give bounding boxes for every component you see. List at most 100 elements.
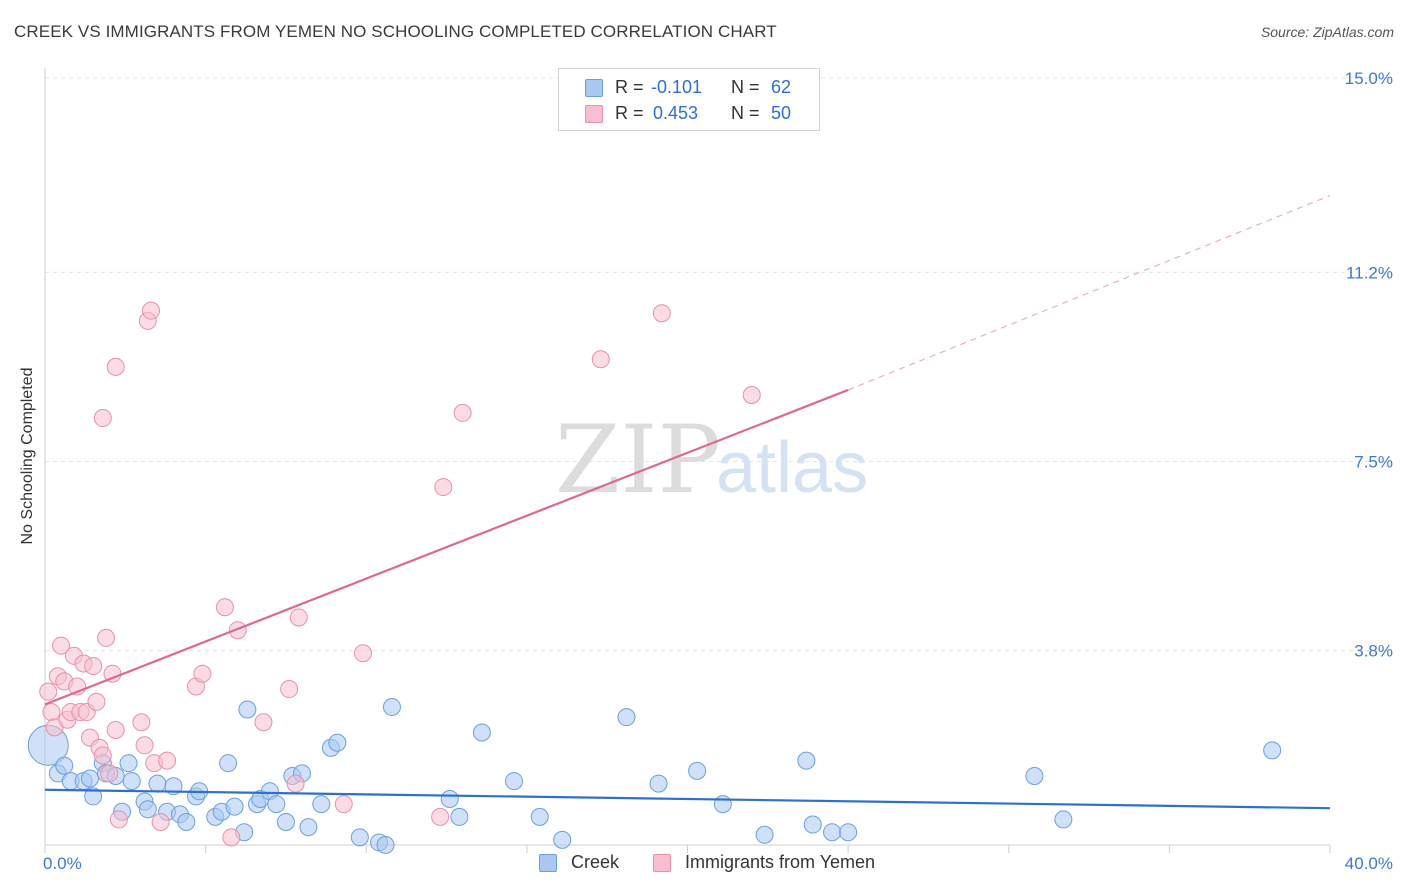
data-point	[148, 774, 167, 793]
data-point	[84, 787, 103, 806]
data-point	[219, 754, 238, 773]
data-point	[713, 795, 732, 814]
data-point	[52, 636, 71, 655]
data-point	[652, 304, 671, 323]
y-tick-label: 11.2%	[1346, 263, 1393, 282]
data-point	[109, 810, 128, 829]
data-point	[222, 828, 241, 847]
data-point	[1025, 766, 1044, 785]
data-point	[132, 713, 151, 732]
data-point	[312, 795, 331, 814]
data-point	[742, 386, 761, 405]
data-point	[823, 823, 842, 842]
data-point	[299, 818, 318, 837]
y-tick-label: 15.0%	[1345, 69, 1393, 88]
data-point	[617, 708, 636, 727]
legend-r-label: R =	[615, 77, 644, 97]
trend-lines	[44, 195, 1331, 810]
data-point	[797, 751, 816, 770]
data-point	[80, 769, 99, 788]
trend-line-creek	[44, 788, 1331, 810]
tick-labels: 3.8% 7.5% 11.2% 15.0% 0.0% 40.0%	[43, 69, 1393, 873]
data-point	[440, 789, 459, 808]
data-point	[177, 812, 196, 831]
data-point	[450, 807, 469, 826]
data-point	[238, 700, 257, 719]
series-yemen	[39, 301, 761, 847]
data-point	[215, 598, 234, 617]
data-point	[334, 795, 353, 814]
data-point	[280, 680, 299, 699]
data-point	[39, 682, 58, 701]
data-point	[755, 825, 774, 844]
watermark-atlas: atlas	[716, 428, 868, 508]
data-point	[87, 692, 106, 711]
data-point	[376, 836, 395, 854]
source-label: Source: ZipAtlas.com	[1260, 24, 1394, 40]
legend-n-label: N =	[731, 103, 760, 123]
trend-line-yemen	[44, 388, 849, 706]
legend-swatch-creek	[539, 854, 557, 872]
trend-line-extension-yemen	[847, 195, 1331, 391]
data-point	[193, 664, 212, 683]
data-point	[135, 736, 154, 755]
data-point	[1054, 810, 1073, 829]
data-point	[42, 703, 61, 722]
correlation-legend: R = -0.101 N = 62 R = 0.453 N = 50	[558, 68, 820, 131]
data-point	[138, 800, 157, 819]
data-point	[431, 807, 450, 826]
data-point	[55, 756, 74, 775]
data-point	[254, 713, 273, 732]
legend-r-label: R =	[615, 103, 644, 123]
data-point	[382, 697, 401, 716]
data-point	[267, 795, 286, 814]
data-point	[151, 812, 170, 831]
data-point	[453, 403, 472, 422]
data-point	[119, 754, 138, 773]
data-point	[158, 751, 177, 770]
data-point	[354, 644, 373, 663]
legend-n-label: N =	[731, 77, 760, 97]
y-tick-label: 3.8%	[1354, 642, 1393, 661]
legend-n-value: 50	[771, 103, 792, 123]
chart-title: CREEK VS IMMIGRANTS FROM YEMEN NO SCHOOL…	[14, 22, 777, 41]
watermark: ZIP atlas	[555, 406, 868, 515]
series-creek	[27, 697, 1282, 854]
legend-swatch-yemen	[585, 105, 603, 123]
data-point	[434, 478, 453, 497]
data-point	[289, 608, 308, 627]
legend-label-creek: Creek	[571, 852, 620, 872]
data-point	[100, 764, 119, 783]
data-point	[97, 628, 116, 647]
grid-lines	[45, 77, 1390, 652]
data-point	[839, 823, 858, 842]
x-tick-label: 0.0%	[43, 854, 82, 873]
watermark-zip: ZIP	[555, 406, 721, 515]
data-points	[27, 301, 1282, 854]
data-point	[688, 761, 707, 780]
data-point	[164, 777, 183, 796]
data-point	[591, 350, 610, 369]
data-point	[228, 621, 247, 640]
data-point	[350, 828, 369, 847]
y-tick-label: 7.5%	[1354, 453, 1393, 472]
data-point	[93, 409, 112, 428]
data-point	[328, 733, 347, 752]
legend-label-yemen: Immigrants from Yemen	[685, 852, 876, 872]
legend-swatch-yemen	[653, 854, 671, 872]
data-point	[505, 772, 524, 791]
data-point	[553, 830, 572, 849]
legend-n-value: 62	[771, 77, 792, 97]
data-point	[142, 301, 161, 320]
data-point	[530, 807, 549, 826]
data-point	[1263, 741, 1282, 760]
data-point	[84, 657, 103, 676]
data-point	[225, 797, 244, 816]
data-point	[93, 746, 112, 765]
data-point	[276, 812, 295, 831]
x-tick-label: 40.0%	[1345, 854, 1393, 873]
data-point	[803, 815, 822, 834]
data-point	[649, 774, 668, 793]
data-point	[122, 772, 141, 791]
